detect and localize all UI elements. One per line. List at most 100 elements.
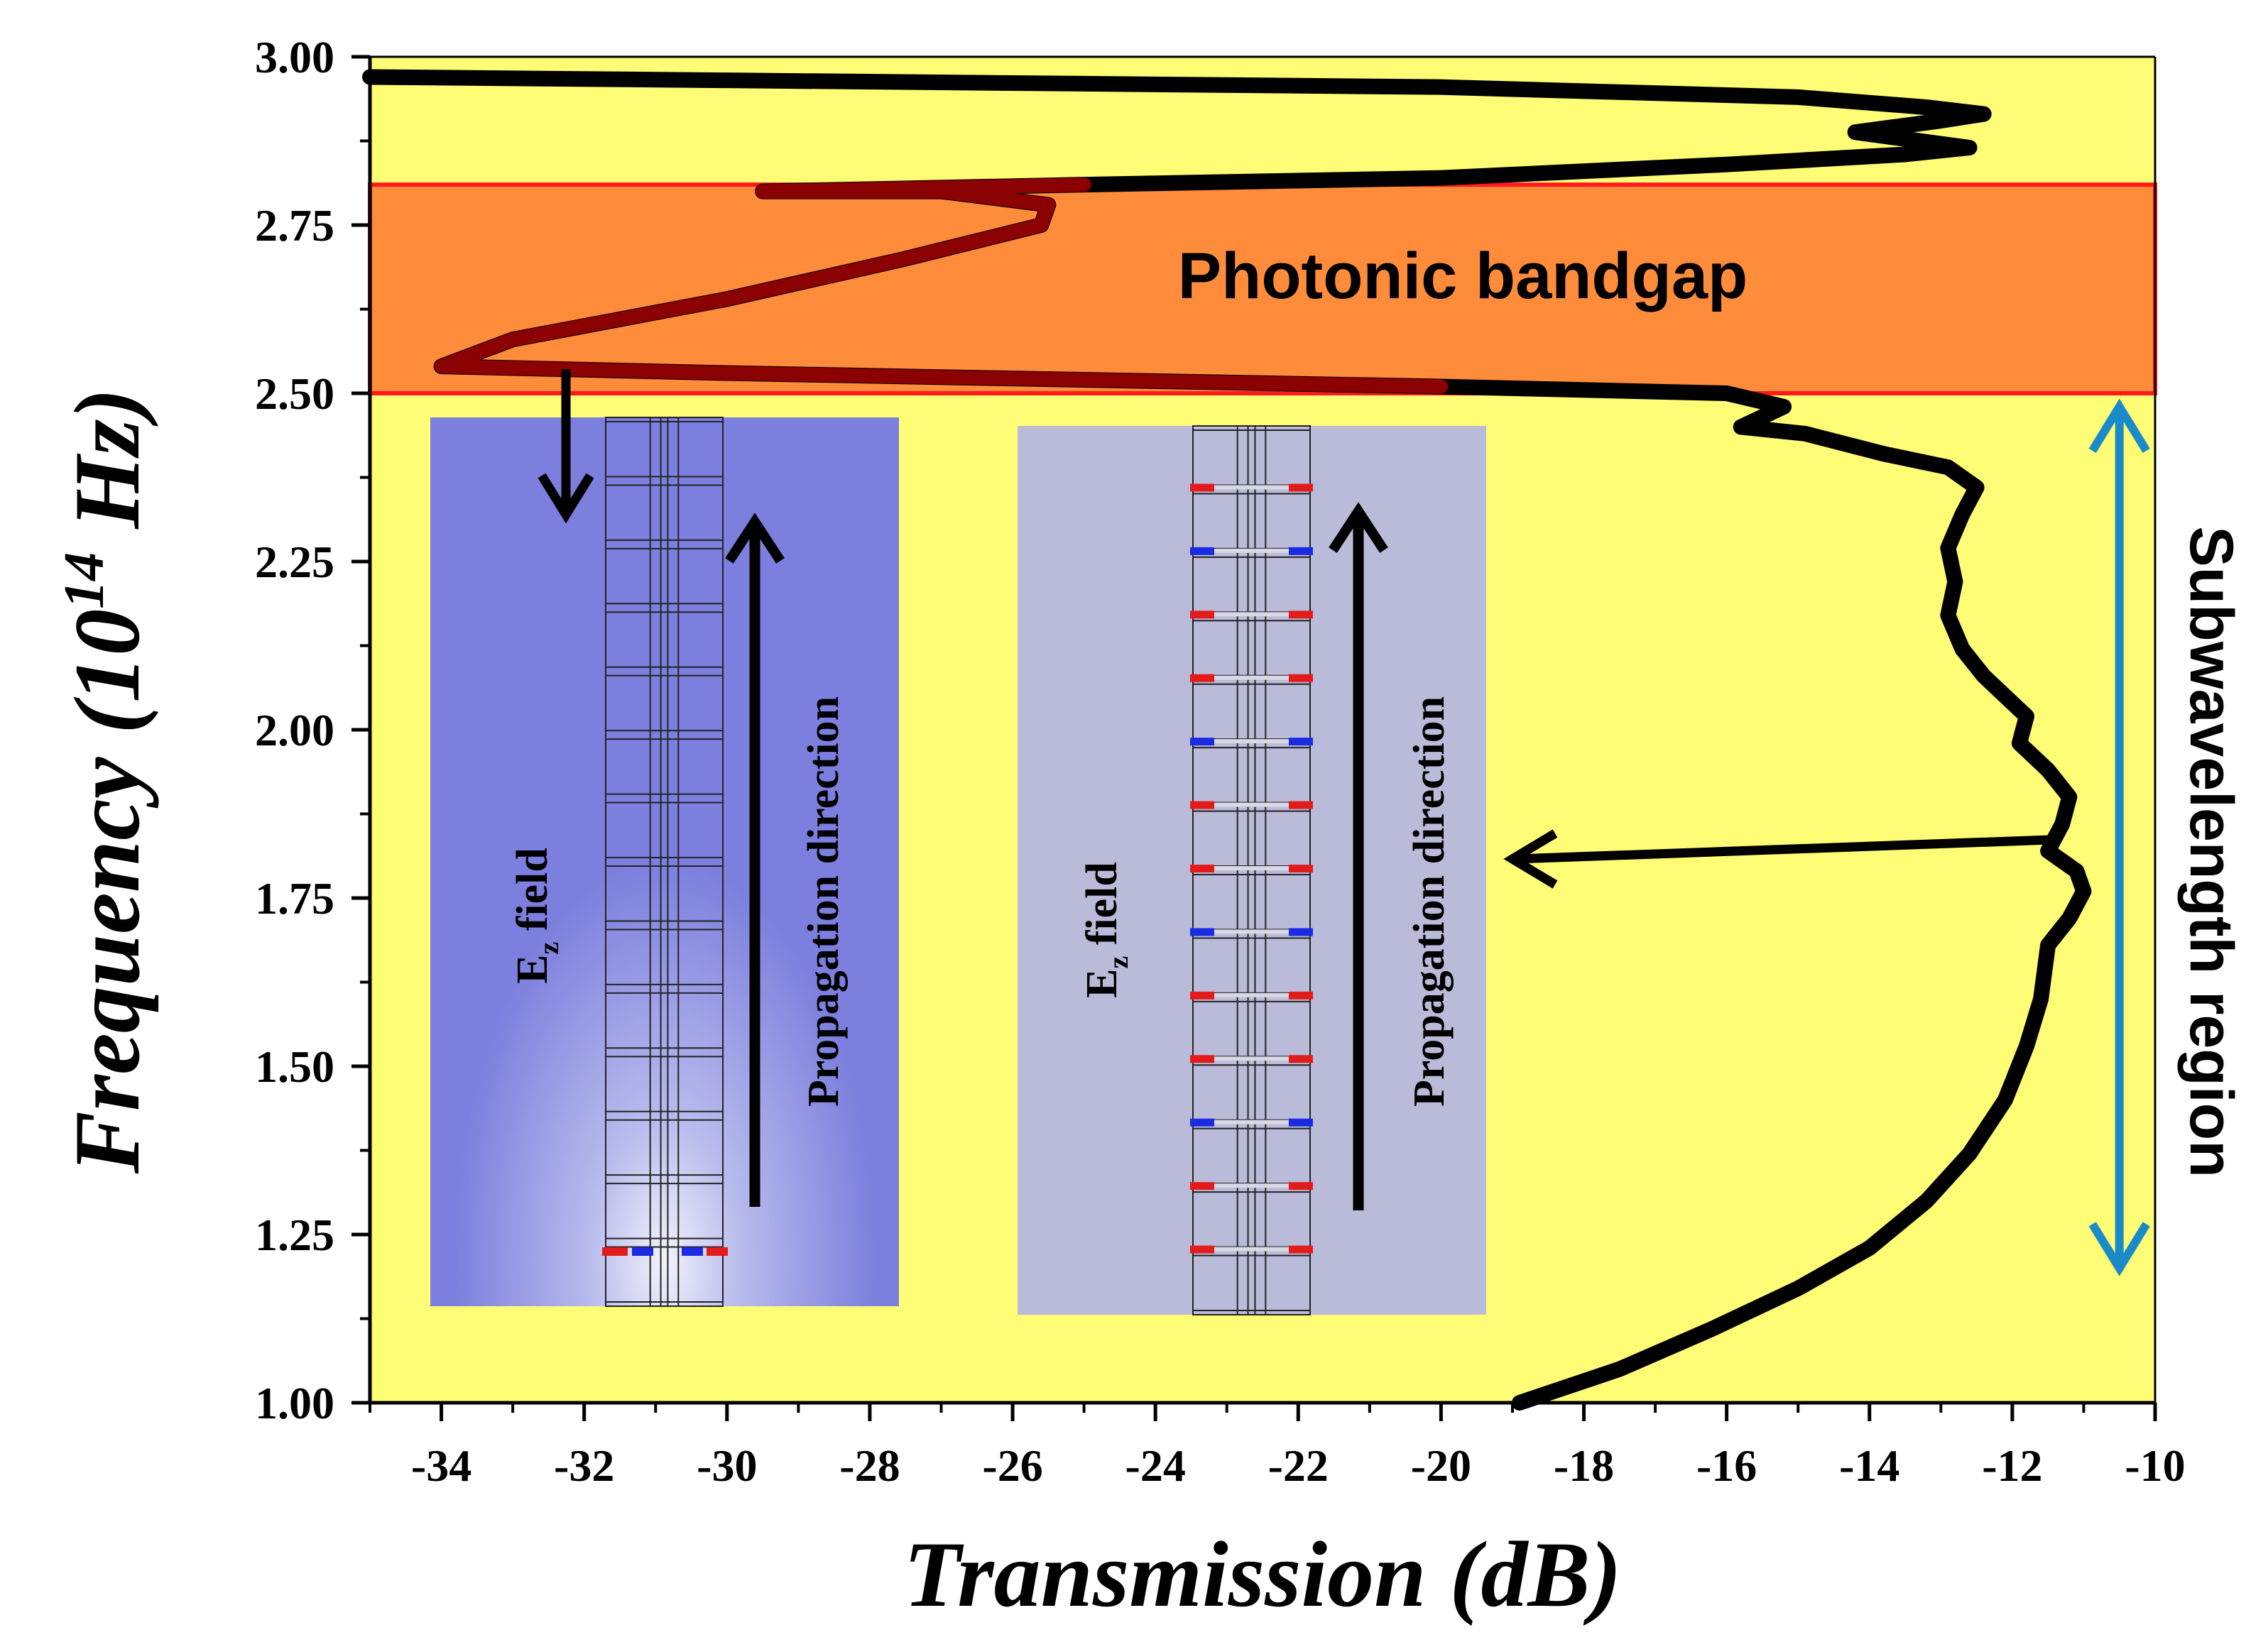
waveguide-cell bbox=[605, 547, 724, 605]
field-band bbox=[1214, 866, 1289, 870]
waveguide-cell bbox=[605, 865, 724, 922]
inset-1-arrow-label: Propagation direction bbox=[800, 696, 848, 1107]
x-axis-title: Transmission (dB) bbox=[903, 1522, 1621, 1626]
x-tick-label: -26 bbox=[982, 1440, 1042, 1491]
bandgap-label: Photonic bandgap bbox=[1178, 240, 1748, 312]
transmission-series-line bbox=[362, 69, 2092, 1411]
inset-2-field-label: Ez field bbox=[1078, 862, 1134, 998]
y-tick-label: 1.50 bbox=[255, 1041, 334, 1092]
x-tick-label: -20 bbox=[1411, 1440, 1471, 1491]
waveguide-cell bbox=[605, 992, 724, 1049]
waveguide-cell bbox=[605, 1119, 724, 1176]
waveguide-cell bbox=[605, 611, 724, 668]
subwavelength-label: Subwavelength region bbox=[2177, 526, 2245, 1177]
field-band bbox=[1214, 992, 1289, 997]
bandgap-to-inset-arrowhead bbox=[538, 473, 594, 524]
field-band bbox=[1214, 739, 1289, 744]
field-band bbox=[1214, 802, 1289, 807]
inset-2-arrow-label: Propagation direction bbox=[1405, 696, 1454, 1107]
y-tick-label: 1.25 bbox=[255, 1210, 334, 1260]
inset-field-map-2: Propagation direction Ez field bbox=[1018, 425, 1486, 1315]
y-tick-label: 2.00 bbox=[255, 705, 334, 755]
waveguide-cell bbox=[605, 801, 724, 858]
field-spot bbox=[1190, 1055, 1214, 1063]
field-spot bbox=[1289, 801, 1313, 809]
field-spot bbox=[1190, 674, 1214, 682]
field-band bbox=[1214, 612, 1289, 617]
field-spot bbox=[1190, 928, 1214, 936]
inset-2-propagation-arrowhead bbox=[1329, 502, 1388, 553]
field-spot bbox=[1289, 674, 1313, 682]
field-band bbox=[1214, 1056, 1289, 1061]
curve-to-inset-arrowhead bbox=[1503, 829, 1558, 889]
field-spot bbox=[1190, 991, 1214, 1000]
waveguide-cell bbox=[605, 1246, 724, 1303]
y-tick-label: 1.75 bbox=[255, 873, 334, 924]
field-spot bbox=[1289, 1055, 1313, 1063]
inset-1-field-sub: z bbox=[533, 942, 565, 955]
inset-1-field-label: Ez field bbox=[508, 848, 565, 984]
x-tick-label: -24 bbox=[1125, 1440, 1186, 1491]
field-spot bbox=[1190, 738, 1214, 746]
inset-1-propagation-arrowhead bbox=[725, 513, 785, 564]
x-tick-label: -30 bbox=[697, 1440, 757, 1491]
field-band bbox=[1214, 929, 1289, 934]
field-band bbox=[1214, 548, 1289, 553]
field-spot bbox=[1190, 1118, 1214, 1127]
inset-1-red-field-spot bbox=[602, 1247, 628, 1256]
photonic-bandgap-band bbox=[368, 182, 2157, 395]
y-tick-label: 2.25 bbox=[255, 537, 334, 587]
waveguide-cell bbox=[605, 738, 724, 795]
field-band bbox=[1214, 1183, 1289, 1188]
inset-field-map-1: Propagation direction Ez field bbox=[430, 417, 899, 1307]
field-spot bbox=[1289, 611, 1313, 619]
y-tick-label: 3.00 bbox=[255, 32, 334, 82]
field-spot bbox=[1190, 483, 1214, 492]
field-spot bbox=[1190, 1182, 1214, 1191]
y-axis-title-suffix: Hz) bbox=[55, 388, 159, 552]
field-spot bbox=[1289, 547, 1313, 555]
field-band bbox=[1214, 1120, 1289, 1124]
field-band bbox=[1214, 1247, 1289, 1252]
waveguide-cell bbox=[605, 674, 724, 732]
field-spot bbox=[1289, 483, 1313, 492]
inset-1-field-letter: E bbox=[508, 955, 557, 984]
field-spot bbox=[1190, 801, 1214, 809]
curve-to-inset-arrow bbox=[1515, 835, 2051, 864]
y-tick-label: 2.75 bbox=[255, 200, 334, 251]
y-tick-label: 2.50 bbox=[255, 368, 334, 419]
waveguide-cell bbox=[605, 1183, 724, 1239]
transmission-series-bandgap-segment bbox=[434, 177, 1449, 394]
field-spot bbox=[1190, 865, 1214, 872]
waveguide-cell bbox=[1192, 1254, 1311, 1311]
y-axis-title-prefix: Frequency (10 bbox=[55, 609, 159, 1175]
waveguide-cell bbox=[605, 421, 724, 478]
y-tick-label: 1.00 bbox=[255, 1378, 334, 1428]
field-spot bbox=[1190, 1245, 1214, 1254]
x-tick-label: -32 bbox=[554, 1440, 614, 1491]
x-tick-label: -16 bbox=[1696, 1440, 1757, 1491]
x-tick-label: -10 bbox=[2125, 1440, 2185, 1491]
waveguide-cell bbox=[605, 929, 724, 985]
x-tick-label: -34 bbox=[411, 1440, 471, 1491]
x-tick-label: -28 bbox=[839, 1440, 900, 1491]
inset-2-field-sub: z bbox=[1102, 956, 1134, 969]
y-axis-title-exp: 14 bbox=[53, 552, 116, 609]
y-axis-ticks: 1.00 1.25 1.50 1.75 2.00 2.25 2.50 2.75 3.00 bbox=[255, 32, 370, 1428]
field-spot bbox=[1289, 1118, 1313, 1127]
field-band bbox=[1214, 675, 1289, 680]
inset-1-field-suffix: field bbox=[508, 848, 557, 942]
x-tick-label: -12 bbox=[1982, 1440, 2042, 1491]
inset-1-blue-field-spot bbox=[632, 1247, 653, 1256]
x-tick-label: -22 bbox=[1268, 1440, 1329, 1491]
x-tick-label: -14 bbox=[1839, 1440, 1899, 1491]
field-spot bbox=[1190, 547, 1214, 555]
field-spot bbox=[1289, 1245, 1313, 1254]
field-spot bbox=[1190, 611, 1214, 619]
field-spot bbox=[1289, 928, 1313, 936]
inset-1-red-field-spot-2 bbox=[707, 1247, 728, 1256]
inset-2-waveguide-cells bbox=[1190, 425, 1313, 1315]
x-tick-label: -18 bbox=[1554, 1440, 1614, 1491]
field-spot bbox=[1289, 738, 1313, 746]
